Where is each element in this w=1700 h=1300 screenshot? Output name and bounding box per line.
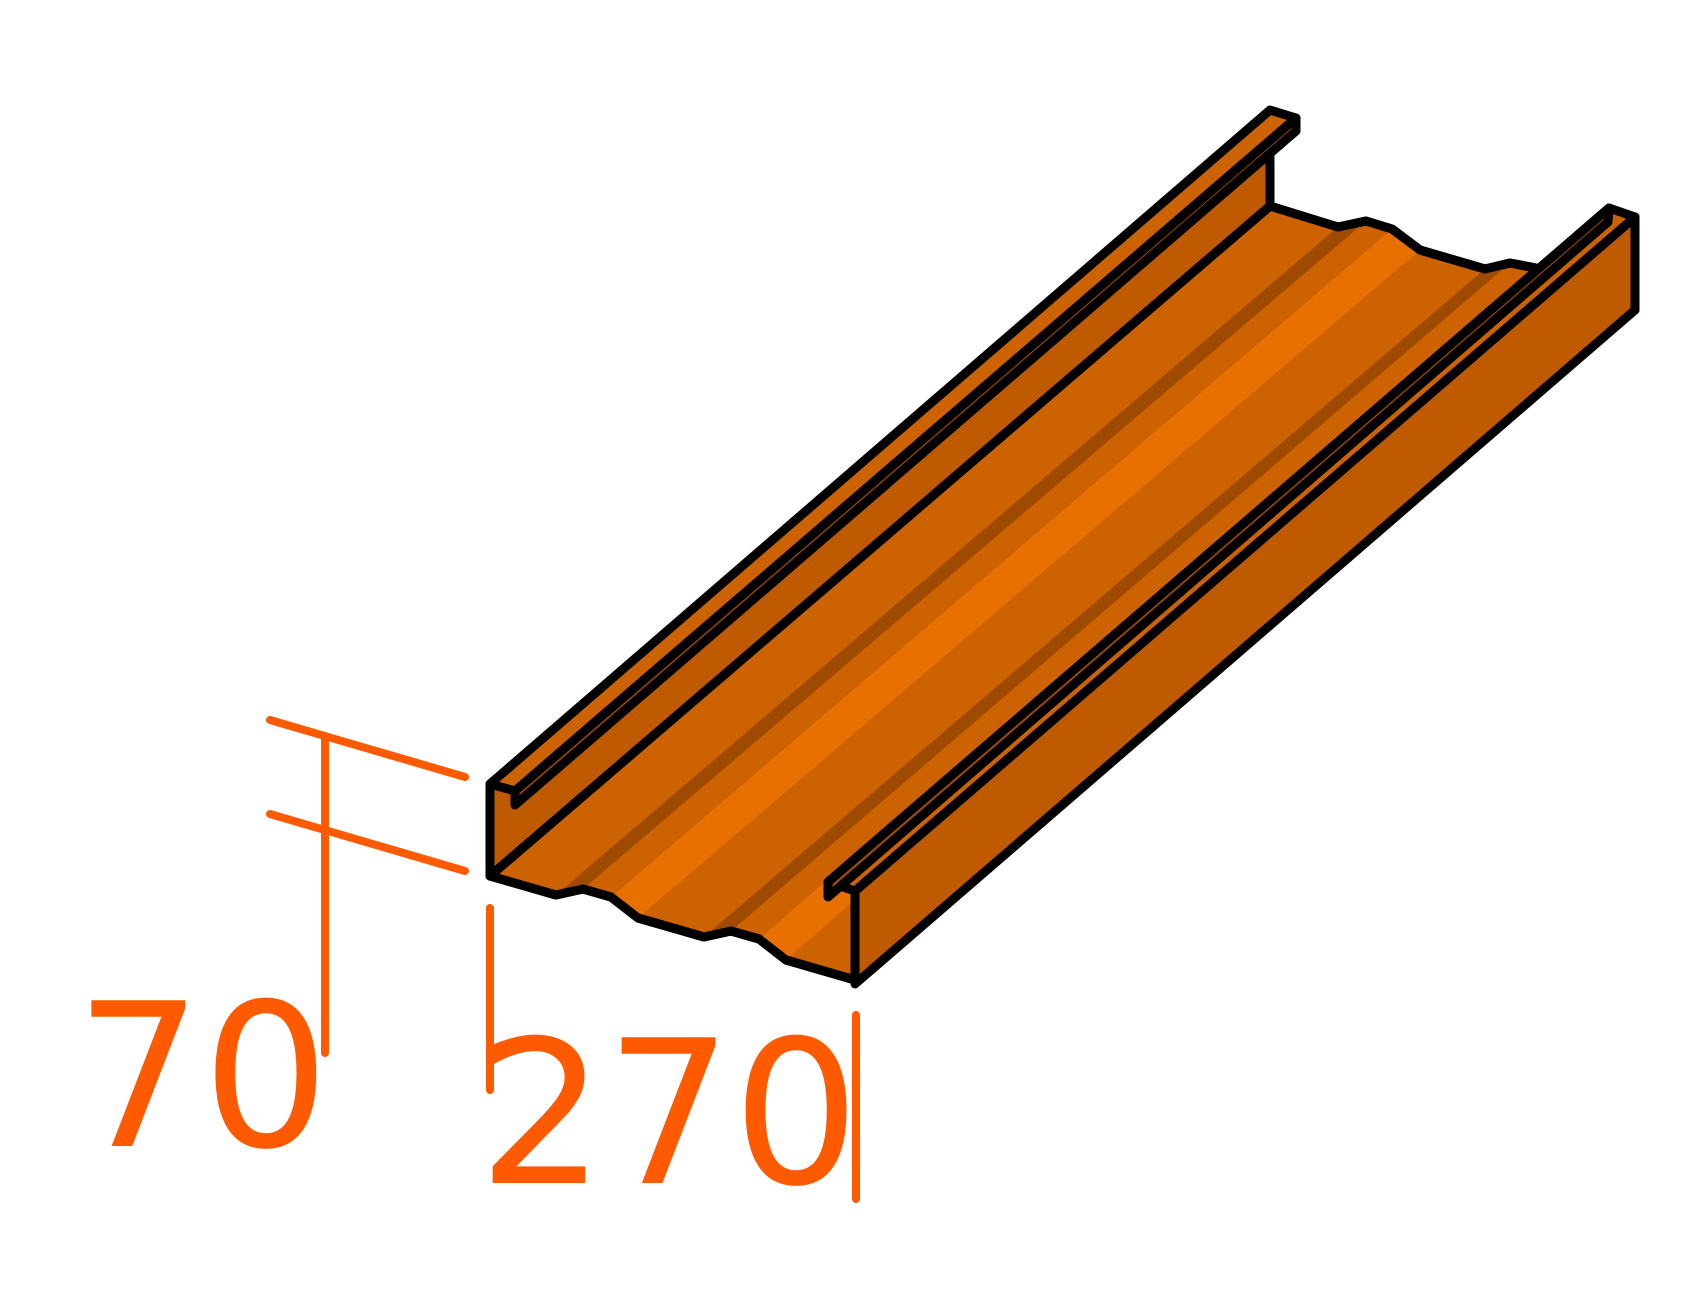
height-label: 70 xyxy=(75,961,330,1194)
left-flange-bottom-edge xyxy=(485,201,1275,881)
left-lip-return xyxy=(510,113,1301,810)
rib-shade-1 xyxy=(556,221,1366,895)
dimension-width: 270 xyxy=(478,904,860,1231)
height-extension-bottom xyxy=(266,810,469,875)
rib-shade-2 xyxy=(704,263,1510,937)
width-label: 270 xyxy=(478,998,860,1231)
rib-highlight-1 xyxy=(611,229,1420,918)
right-flange-top-edge xyxy=(850,212,1640,896)
dimension-height: 70 xyxy=(75,716,469,1194)
profile-floor-back-edge xyxy=(1265,201,1558,293)
profile-floor-edge xyxy=(485,871,860,985)
height-extension-top xyxy=(266,716,469,781)
profile-sheet xyxy=(485,105,1640,989)
right-lip-return xyxy=(823,203,1614,902)
